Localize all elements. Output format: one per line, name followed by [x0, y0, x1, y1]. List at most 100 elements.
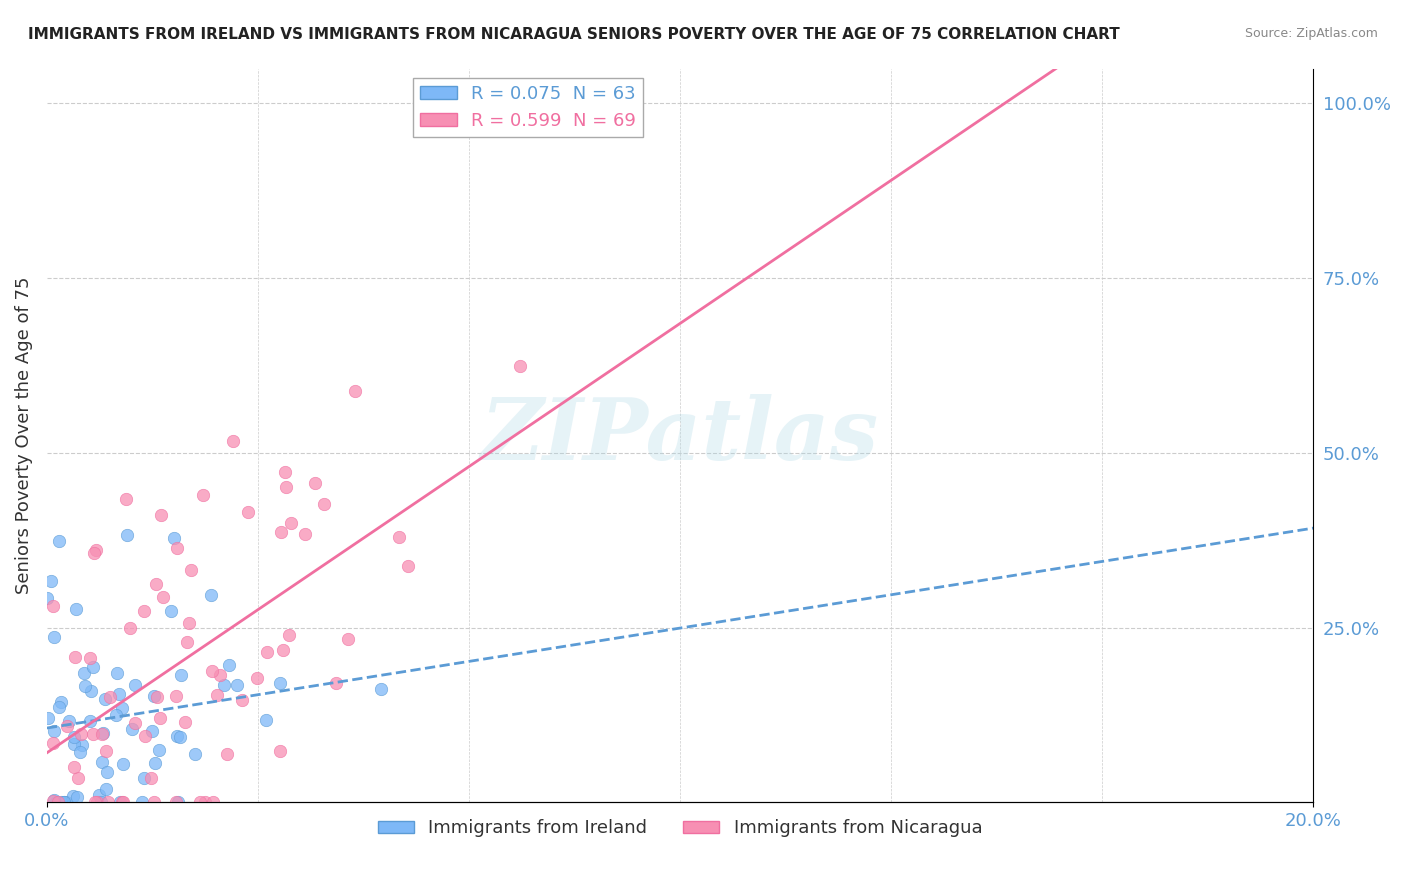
Point — [67, 772, 90, 786]
Point — [280, 516, 302, 530]
Point — [304, 476, 326, 491]
Point — [143, 795, 166, 809]
Point — [146, 690, 169, 704]
Point — [177, 616, 200, 631]
Point — [344, 384, 367, 398]
Point — [37, 591, 59, 606]
Point — [325, 676, 347, 690]
Point — [111, 795, 134, 809]
Point — [145, 576, 167, 591]
Point — [42, 723, 65, 738]
Point — [200, 664, 222, 678]
Point — [48, 700, 70, 714]
Point — [89, 788, 111, 802]
Point — [49, 695, 72, 709]
Point — [83, 546, 105, 560]
Point — [222, 434, 245, 448]
Point — [44, 793, 66, 807]
Point — [105, 708, 128, 723]
Point — [134, 729, 156, 743]
Point — [48, 533, 70, 548]
Point — [166, 795, 188, 809]
Point — [90, 727, 112, 741]
Point — [121, 722, 143, 736]
Point — [70, 727, 93, 741]
Point — [124, 715, 146, 730]
Point — [55, 795, 77, 809]
Point — [163, 532, 186, 546]
Point — [69, 745, 91, 759]
Point — [94, 692, 117, 706]
Y-axis label: Seniors Poverty Over the Age of 75: Seniors Poverty Over the Age of 75 — [15, 277, 32, 594]
Point — [170, 667, 193, 681]
Point — [200, 588, 222, 602]
Point — [79, 714, 101, 729]
Point — [256, 644, 278, 658]
Point — [145, 756, 167, 771]
Point — [39, 574, 62, 589]
Point — [105, 665, 128, 680]
Point — [46, 795, 69, 809]
Point — [165, 795, 187, 809]
Point — [42, 599, 65, 613]
Point — [270, 525, 292, 540]
Point — [98, 690, 121, 705]
Point — [86, 795, 108, 809]
Point — [124, 678, 146, 692]
Point — [112, 756, 135, 771]
Point — [82, 727, 104, 741]
Point — [108, 688, 131, 702]
Point — [86, 542, 108, 557]
Point — [41, 736, 63, 750]
Point — [90, 795, 112, 809]
Point — [274, 480, 297, 494]
Point — [208, 668, 231, 682]
Point — [139, 771, 162, 785]
Point — [370, 682, 392, 697]
Point — [65, 602, 87, 616]
Point — [111, 795, 134, 809]
Point — [246, 672, 269, 686]
Point — [174, 715, 197, 730]
Legend: Immigrants from Ireland, Immigrants from Nicaragua: Immigrants from Ireland, Immigrants from… — [370, 812, 990, 845]
Point — [58, 714, 80, 728]
Point — [37, 710, 59, 724]
Point — [149, 508, 172, 523]
Point — [115, 491, 138, 506]
Point — [115, 528, 138, 542]
Point — [118, 621, 141, 635]
Point — [142, 690, 165, 704]
Point — [72, 739, 94, 753]
Point — [73, 665, 96, 680]
Point — [294, 527, 316, 541]
Point — [188, 795, 211, 809]
Point — [141, 724, 163, 739]
Point — [52, 795, 75, 809]
Point — [132, 772, 155, 786]
Point — [218, 658, 240, 673]
Point — [160, 603, 183, 617]
Point — [277, 628, 299, 642]
Point — [79, 651, 101, 665]
Point — [205, 689, 228, 703]
Point — [166, 541, 188, 556]
Point — [336, 632, 359, 646]
Point — [254, 714, 277, 728]
Point — [396, 559, 419, 574]
Point — [387, 530, 409, 544]
Point — [191, 488, 214, 502]
Point — [91, 726, 114, 740]
Text: IMMIGRANTS FROM IRELAND VS IMMIGRANTS FROM NICARAGUA SENIORS POVERTY OVER THE AG: IMMIGRANTS FROM IRELAND VS IMMIGRANTS FR… — [28, 27, 1119, 42]
Point — [49, 795, 72, 809]
Text: ZIPatlas: ZIPatlas — [481, 393, 879, 477]
Point — [97, 795, 120, 809]
Point — [62, 760, 84, 774]
Point — [42, 794, 65, 808]
Point — [271, 642, 294, 657]
Point — [96, 782, 118, 797]
Point — [73, 679, 96, 693]
Point — [66, 790, 89, 805]
Point — [212, 678, 235, 692]
Point — [202, 795, 225, 809]
Point — [169, 730, 191, 744]
